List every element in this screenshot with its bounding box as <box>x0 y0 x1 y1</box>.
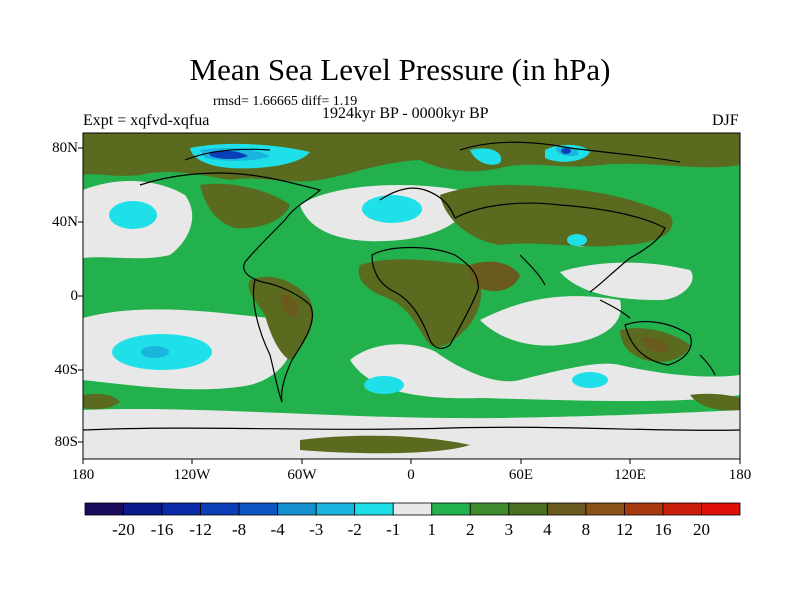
plot-title: Mean Sea Level Pressure (in hPa) <box>189 52 611 87</box>
strong-positive-regions <box>280 261 670 353</box>
y-tick-label: 80N <box>52 140 78 156</box>
strongest-negative-regions <box>210 148 571 159</box>
y-tick-label: 0 <box>70 288 79 304</box>
colorbar-label: 8 <box>581 520 591 539</box>
colorbar-box <box>508 502 548 516</box>
colorbar-label: 4 <box>543 520 552 539</box>
colorbar-box <box>624 502 664 516</box>
colorbar-label: -2 <box>347 520 362 539</box>
axis-ticks <box>78 147 741 464</box>
colorbar-label: -3 <box>309 520 324 539</box>
x-tick-label: 120E <box>614 467 646 483</box>
colorbar-label: 12 <box>615 520 633 539</box>
colorbar-label: 2 <box>466 520 475 539</box>
colorbar-label: -1 <box>386 520 401 539</box>
colorbar-box <box>431 502 471 516</box>
coastlines <box>83 141 740 431</box>
period-label: 1924kyr BP - 0000kyr BP <box>322 105 489 122</box>
colorbar-box <box>392 502 433 516</box>
colorbar-box <box>84 502 124 516</box>
stats-text: rmsd= 1.66665 diff= 1.19 <box>213 94 358 109</box>
experiment-label: Expt = xqfvd-xqfua <box>83 112 210 129</box>
colorbar-box <box>277 502 317 516</box>
map-plot-area <box>83 133 740 459</box>
colorbar-box <box>123 502 163 516</box>
colorbar-box <box>161 502 201 516</box>
colorbar-label: 20 <box>692 520 710 539</box>
colorbar-label: 1 <box>427 520 437 539</box>
colorbar-label: -16 <box>150 520 174 539</box>
x-tick-label: 60W <box>287 467 317 483</box>
colorbar-box <box>200 502 240 516</box>
colorbar-label: -8 <box>232 520 247 539</box>
colorbar-label: -12 <box>189 520 212 539</box>
colorbar-label: -20 <box>112 520 135 539</box>
colorbar-label: 16 <box>654 520 672 539</box>
colorbar-label: -4 <box>270 520 285 539</box>
colorbar <box>84 502 741 516</box>
x-tick-label: 180 <box>728 467 752 483</box>
x-tick-label: 180 <box>71 467 95 483</box>
colorbar-box <box>354 502 394 516</box>
colorbar-box <box>315 502 356 516</box>
y-tick-label: 40S <box>54 362 78 378</box>
colorbar-box <box>238 502 279 516</box>
colorbar-box <box>701 502 741 516</box>
x-tick-label: 120W <box>173 467 211 483</box>
colorbar-box <box>662 502 702 516</box>
colorbar-box <box>585 502 625 516</box>
x-tick-label: 60E <box>508 467 534 483</box>
colorbar-box <box>469 502 510 516</box>
y-tick-label: 40N <box>52 214 78 230</box>
colorbar-box <box>546 502 587 516</box>
colorbar-label: 3 <box>504 520 514 539</box>
y-tick-label: 80S <box>54 434 78 450</box>
season-label: DJF <box>712 112 739 129</box>
x-tick-label: 0 <box>407 467 415 483</box>
